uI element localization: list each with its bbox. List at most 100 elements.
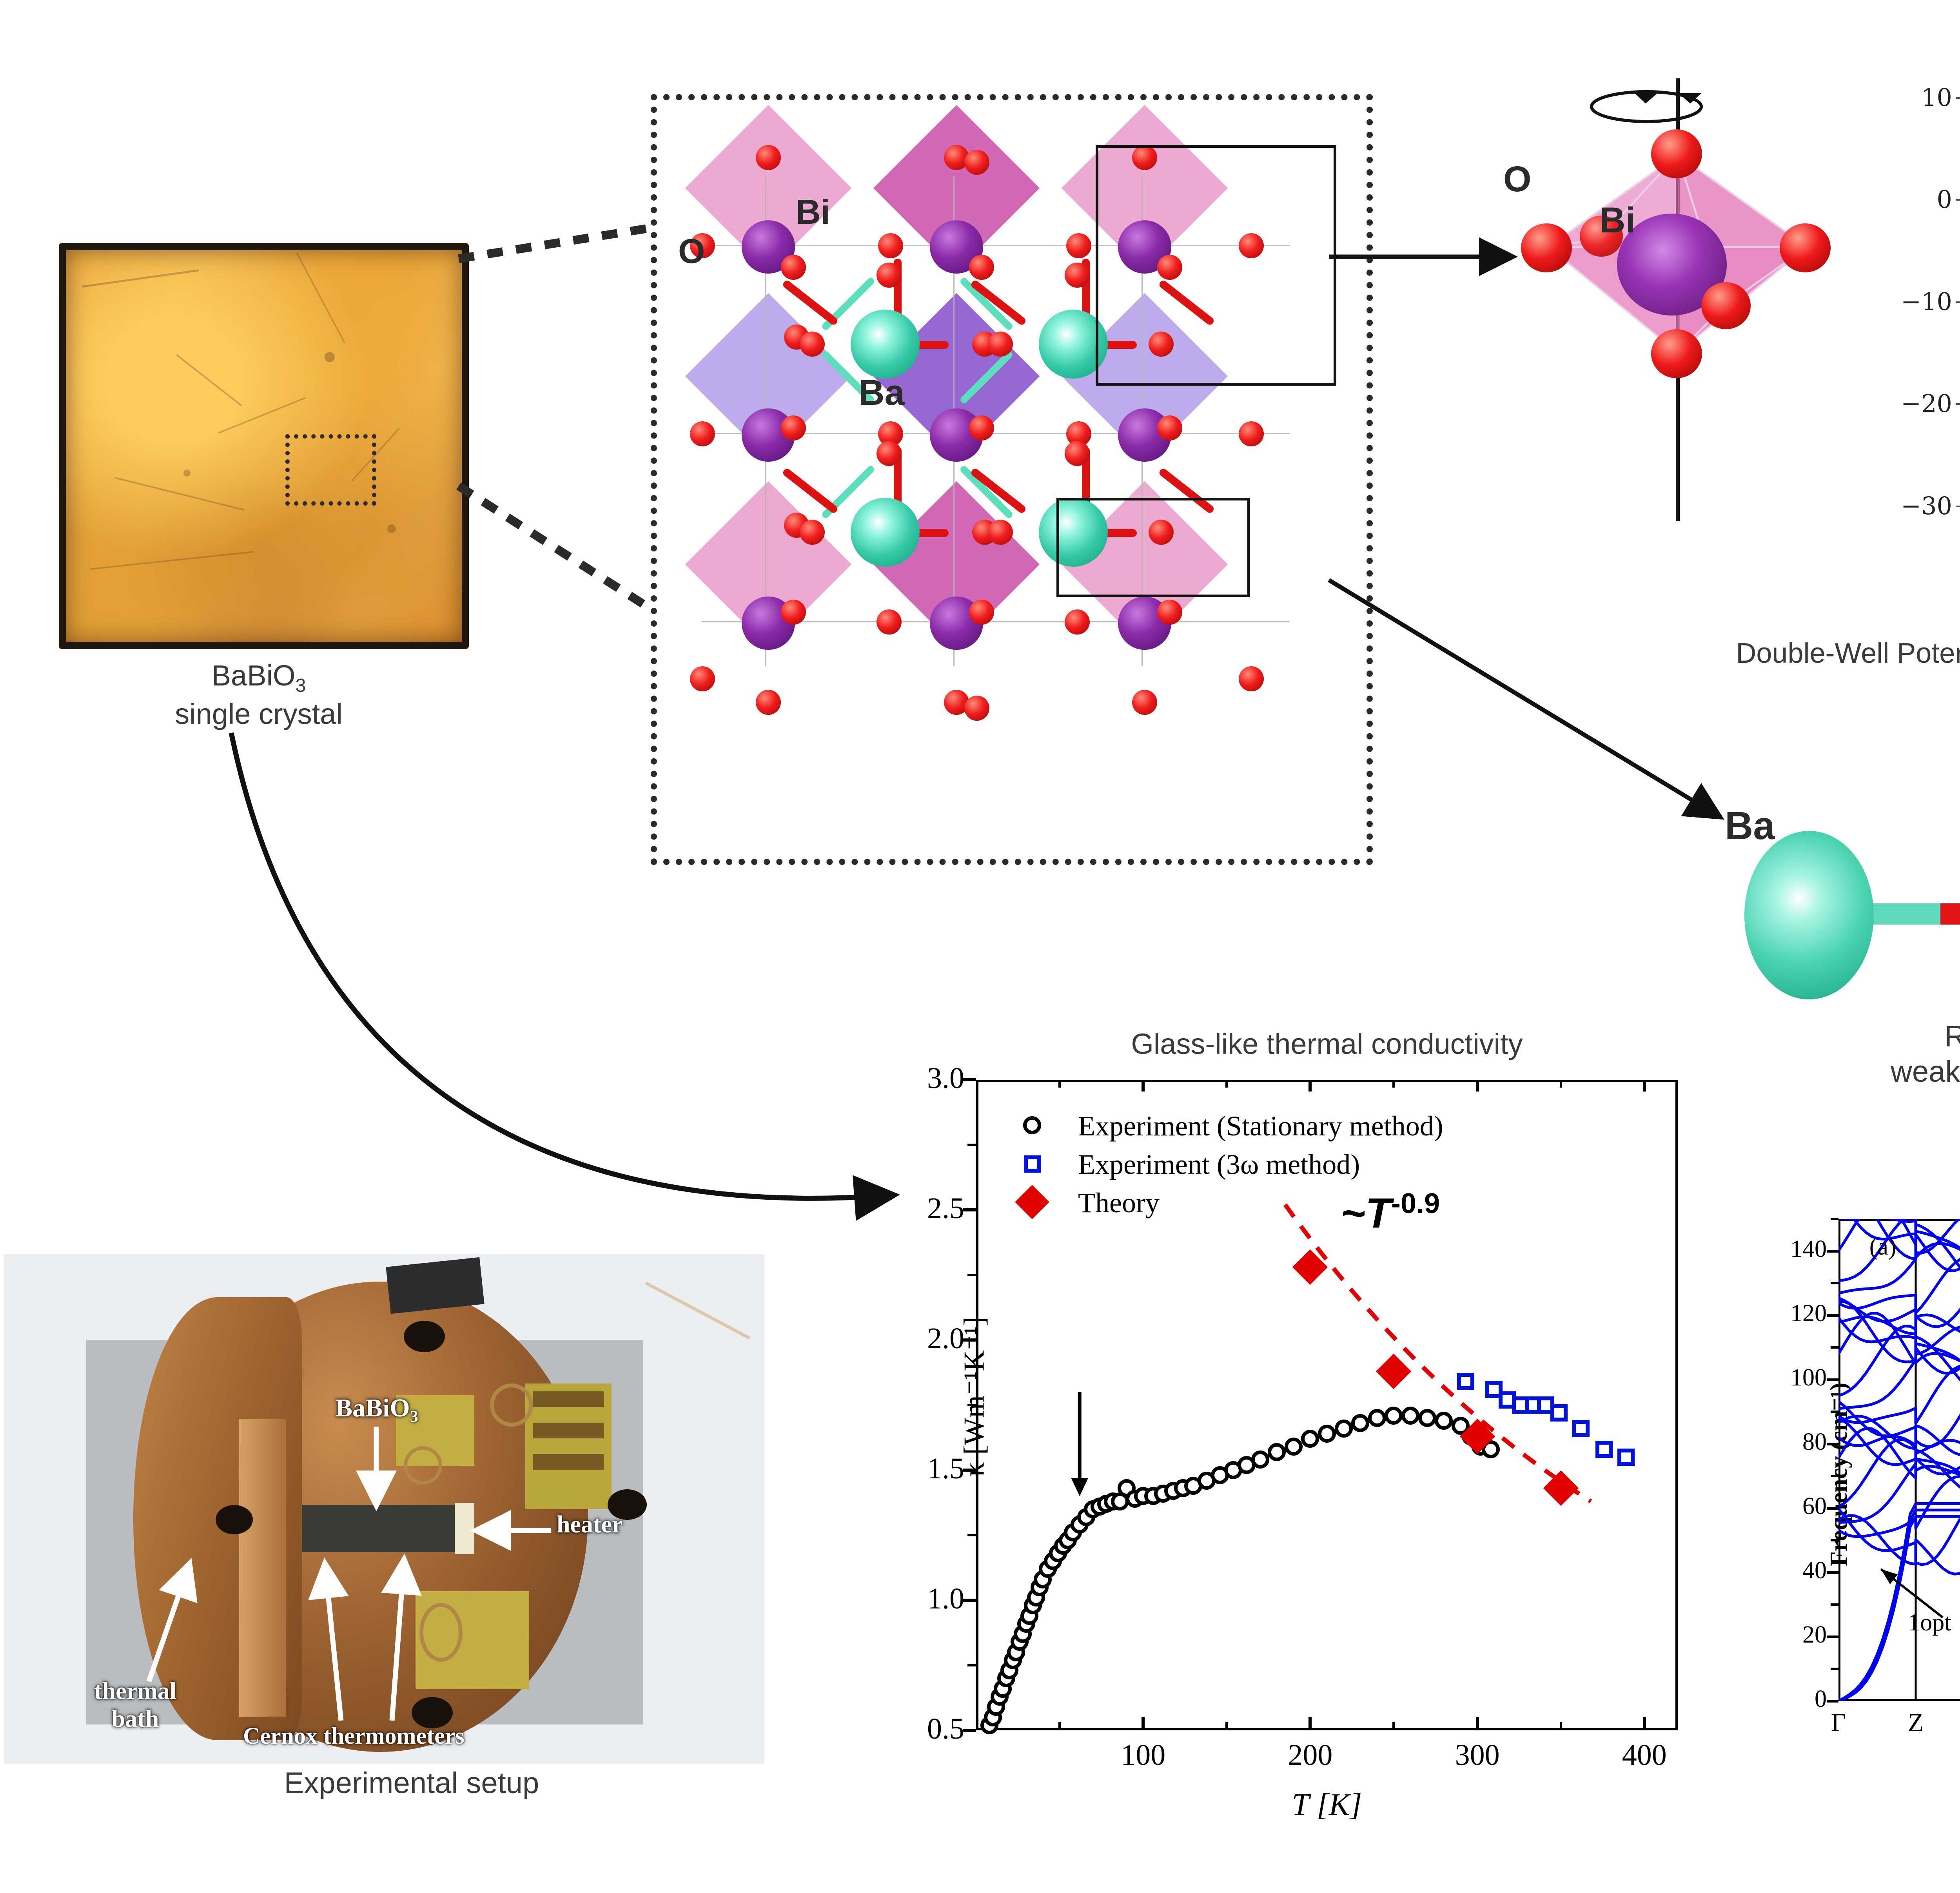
tc-legend-label: Experiment (3ω method) xyxy=(1078,1149,1360,1180)
tc-xtick-top xyxy=(1308,1080,1312,1092)
tc-legend-item: Experiment (3ω method) xyxy=(1019,1148,1568,1183)
tc-ytick-minor xyxy=(967,1534,976,1536)
octahedron-selection-box xyxy=(1096,145,1336,386)
phonon-ytick xyxy=(1827,1378,1838,1381)
tc-ytick xyxy=(963,1338,976,1342)
crystal-region-of-interest xyxy=(285,434,376,506)
tc-ytick-minor xyxy=(967,1664,976,1666)
tc-ytick xyxy=(963,1469,976,1472)
tc-legend-label: Theory xyxy=(1078,1187,1160,1218)
phonon-ytick xyxy=(1827,1314,1838,1317)
tc-legend-marker-square xyxy=(1024,1155,1041,1173)
phonon-xtick-label: Z xyxy=(1907,1708,1924,1737)
tc-ytick-label: 1.5 xyxy=(927,1452,964,1485)
crystal-caption-subscript: 3 xyxy=(295,675,306,696)
tc-ytick-label: 0.5 xyxy=(927,1712,964,1745)
phonon-ytick-minor xyxy=(1831,1668,1838,1670)
bao-caption-line1: Relatively xyxy=(1944,1020,1960,1053)
phonon-ytick-minor xyxy=(1831,1346,1838,1349)
structure-label-bi: Bi xyxy=(796,192,830,231)
tc-xtick-top-minor xyxy=(1392,1080,1395,1088)
arrow-to-bao-bond xyxy=(1328,578,1724,820)
tc-xtick xyxy=(1142,1717,1145,1730)
tc-point-stationary xyxy=(1301,1430,1319,1448)
tc-ytick xyxy=(963,1729,976,1732)
phonon-ytick-minor xyxy=(1831,1411,1838,1413)
tc-ytick-minor xyxy=(967,1404,976,1406)
tc-ytick-label: 1.0 xyxy=(927,1582,964,1615)
bao-caption: Relatively weak Ba-O bonds xyxy=(1725,1019,1960,1089)
double-well-ytick xyxy=(1956,97,1960,99)
tc-point-stationary xyxy=(1435,1411,1453,1430)
tc-xtick-label: 100 xyxy=(1121,1739,1166,1772)
octahedron-label-bi: Bi xyxy=(1599,200,1635,240)
structure-label-o: O xyxy=(678,232,705,270)
phonon-xtick-label: D xyxy=(1950,1708,1960,1738)
tc-point-stationary xyxy=(1385,1406,1403,1425)
crystal-structure-diagram xyxy=(666,105,1348,839)
tc-xtick xyxy=(1475,1717,1479,1730)
tc-xtick-minor xyxy=(1225,1722,1228,1730)
double-well-ytick-label: −30 xyxy=(1901,491,1952,520)
thermal-conductivity-overlays xyxy=(1071,1203,1592,1503)
tc-point-3omega xyxy=(1457,1373,1474,1391)
crystal-caption-line2: single crystal xyxy=(175,698,343,731)
setup-label-thermal-bath: thermal bath xyxy=(94,1678,177,1732)
tc-point-stationary xyxy=(1481,1440,1500,1458)
power-law-exponent: -0.9 xyxy=(1391,1188,1440,1219)
tc-xtick-label: 200 xyxy=(1288,1739,1333,1772)
tc-xtick-minor xyxy=(1559,1722,1562,1730)
tc-xtick-top-minor xyxy=(1225,1080,1228,1088)
phonon-ytick-label: 100 xyxy=(1790,1364,1827,1391)
phonon-ytick-minor xyxy=(1831,1218,1838,1220)
tc-ytick-minor xyxy=(967,1274,976,1276)
experimental-setup-photo: BaBiO3 heater thermal bath Cernox thermo… xyxy=(4,1254,764,1764)
tc-ytick-label: 2.0 xyxy=(927,1322,964,1355)
tc-xtick-top xyxy=(1642,1080,1646,1092)
power-law-base: ~T xyxy=(1341,1189,1392,1237)
phonon-annotation-1: 1opt xyxy=(1908,1609,1951,1636)
phonon-ytick-minor xyxy=(1831,1603,1838,1606)
tc-xtick-minor xyxy=(1058,1722,1061,1730)
phonon-xtick-label: Γ xyxy=(1831,1708,1846,1737)
tc-ytick-label: 3.0 xyxy=(927,1062,964,1095)
octahedron-diagram xyxy=(1482,78,1874,521)
tc-legend-marker-circle xyxy=(1023,1116,1041,1134)
phonon-ytick-label: 20 xyxy=(1802,1621,1827,1648)
double-well-ytick-label: −20 xyxy=(1901,389,1952,418)
tc-xtick-top xyxy=(1475,1080,1479,1092)
tc-xtick-top-minor xyxy=(1058,1080,1061,1088)
tc-xtick-label: 300 xyxy=(1455,1739,1500,1772)
tc-point-stationary xyxy=(1268,1443,1286,1461)
thermal-conductivity-title: Glass-like thermal conductivity xyxy=(1131,1028,1523,1060)
tc-ytick xyxy=(963,1599,976,1602)
tc-legend-marker-diamond xyxy=(1015,1185,1049,1219)
tc-ytick xyxy=(963,1208,976,1211)
tc-legend-item: Theory xyxy=(1015,1185,1568,1221)
tc-ytick-minor xyxy=(967,1144,976,1146)
tc-point-stationary xyxy=(1401,1406,1420,1425)
tc-xtick-label: 400 xyxy=(1622,1739,1667,1772)
phonon-ytick-minor xyxy=(1831,1282,1838,1284)
phonon-ytick-label: 80 xyxy=(1802,1429,1827,1455)
double-well-ytick xyxy=(1956,403,1960,405)
phonon-ytick-label: 60 xyxy=(1802,1493,1827,1519)
double-well-ytick-label: 10 xyxy=(1921,83,1952,112)
arrow-to-setup xyxy=(229,732,900,1221)
phonon-ytick xyxy=(1827,1507,1838,1510)
phonon-ytick xyxy=(1827,1443,1838,1445)
double-well-ytick xyxy=(1956,199,1960,201)
tc-point-stationary xyxy=(1418,1409,1436,1427)
setup-caption: Experimental setup xyxy=(284,1766,539,1800)
structure-label-ba: Ba xyxy=(858,373,905,413)
crystal-caption-formula: BaBiO xyxy=(211,659,296,692)
bao-caption-line2: weak Ba-O bonds xyxy=(1890,1055,1960,1088)
tc-point-stationary xyxy=(1318,1425,1336,1443)
tc-xtick-minor xyxy=(1392,1722,1395,1730)
tc-point-stationary xyxy=(1284,1438,1303,1456)
tc-point-3omega xyxy=(1595,1440,1613,1458)
thermal-conductivity-power-law-annotation: ~T-0.9 xyxy=(1341,1188,1440,1237)
octahedron-label-o: O xyxy=(1503,159,1532,199)
tc-ytick-label: 2.5 xyxy=(927,1192,964,1225)
phonon-ytick-minor xyxy=(1831,1539,1838,1541)
